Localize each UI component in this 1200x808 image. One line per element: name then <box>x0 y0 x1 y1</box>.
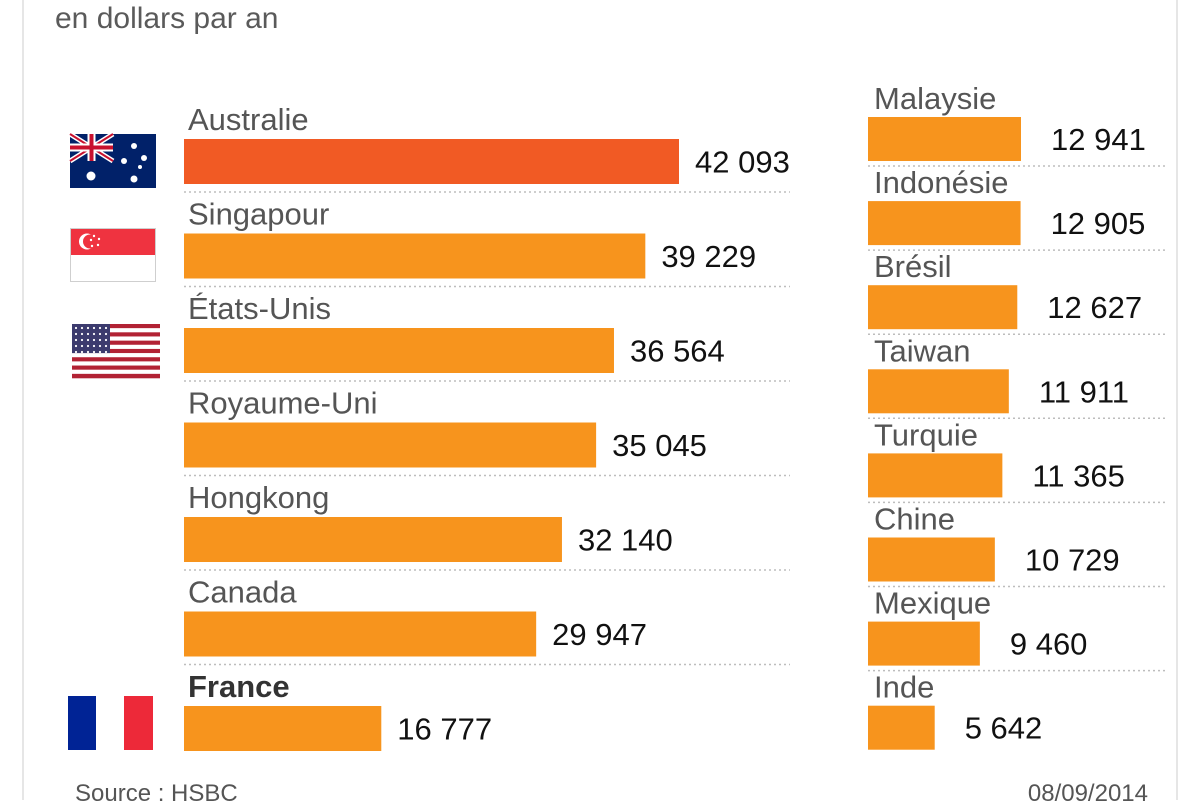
category-label-mexique: Mexique <box>874 586 991 621</box>
category-label-chine: Chine <box>874 502 955 537</box>
bar-singapour <box>184 233 646 279</box>
category-label-indonesie: Indonésie <box>874 165 1008 200</box>
value-label-singapour: 39 229 <box>661 239 756 274</box>
bar-australie <box>184 139 679 184</box>
bar-chine <box>868 537 995 582</box>
value-label-canada: 29 947 <box>552 617 647 652</box>
category-label-turquie: Turquie <box>874 417 978 452</box>
source-note: Source : HSBC <box>75 780 238 807</box>
france-flag <box>68 696 153 750</box>
bar-malaysie <box>868 117 1021 161</box>
value-label-mexique: 9 460 <box>1010 627 1088 662</box>
category-label-inde: Inde <box>874 670 934 705</box>
category-label-royaume-uni: Royaume-Uni <box>188 386 378 421</box>
value-label-taiwan: 11 911 <box>1039 374 1129 409</box>
value-label-australie: 42 093 <box>695 145 790 180</box>
bar-france <box>184 706 382 751</box>
category-label-australie: Australie <box>188 102 309 137</box>
value-label-etats-unis: 36 564 <box>630 334 725 369</box>
category-label-canada: Canada <box>188 575 297 610</box>
value-label-chine: 10 729 <box>1025 543 1120 578</box>
usa-flag <box>72 324 160 379</box>
category-label-hongkong: Hongkong <box>188 480 329 515</box>
value-label-malaysie: 12 941 <box>1051 122 1146 157</box>
bar-turquie <box>868 453 1003 498</box>
category-label-etats-unis: États-Unis <box>188 291 331 326</box>
frame-left-border <box>22 0 24 800</box>
australia-flag <box>68 131 156 188</box>
value-label-royaume-uni: 35 045 <box>612 428 707 463</box>
category-label-malaysie: Malaysie <box>874 81 996 116</box>
frame-right-border <box>1176 0 1178 800</box>
category-label-taiwan: Taiwan <box>874 333 971 368</box>
bar-mexique <box>868 621 980 666</box>
bar-etats-unis <box>184 328 614 373</box>
category-label-singapour: Singapour <box>188 197 329 232</box>
value-label-france: 16 777 <box>397 712 492 747</box>
bar-indonesie <box>868 201 1021 246</box>
bar-hongkong <box>184 517 562 562</box>
chart-subtitle: en dollars par an <box>55 2 279 35</box>
publication-date: 08/09/2014 <box>1027 780 1148 807</box>
bar-taiwan <box>868 369 1009 414</box>
value-label-hongkong: 32 140 <box>578 523 673 558</box>
category-label-bresil: Brésil <box>874 249 952 284</box>
singapore-flag <box>70 228 156 282</box>
value-label-bresil: 12 627 <box>1047 290 1142 325</box>
value-label-turquie: 11 365 <box>1032 458 1125 493</box>
category-label-france: France <box>188 669 290 704</box>
bar-royaume-uni <box>184 422 597 468</box>
bar-bresil <box>868 285 1018 330</box>
value-label-indonesie: 12 905 <box>1051 206 1146 241</box>
bar-canada <box>184 611 537 657</box>
bar-inde <box>868 705 935 750</box>
value-label-inde: 5 642 <box>965 711 1043 746</box>
